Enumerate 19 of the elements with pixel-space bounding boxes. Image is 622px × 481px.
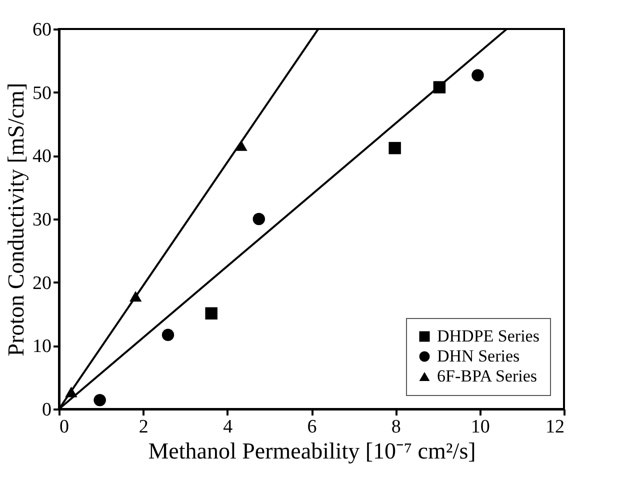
x-tick-label: 8: [391, 416, 401, 438]
x-tick-label: 6: [307, 416, 317, 438]
x-tick-label: 2: [138, 416, 148, 438]
y-tick-label: 20: [32, 272, 52, 294]
y-axis-title: Proton Conductivity [mS/cm]: [4, 82, 28, 356]
y-tick-label: 10: [32, 336, 52, 358]
x-tick-label: 10: [470, 416, 490, 438]
legend-label: 6F-BPA Series: [437, 366, 537, 386]
legend-label: DHN Series: [437, 346, 520, 366]
legend-label: DHDPE Series: [437, 326, 540, 346]
y-tick-label: 60: [32, 20, 52, 40]
y-tick-label: 50: [32, 82, 52, 104]
x-tick-label: 12: [546, 416, 564, 438]
x-axis-title: Methanol Permeability [10⁻⁷ cm²/s]: [148, 438, 476, 464]
y-tick-label: 30: [32, 210, 52, 230]
y-tick-label: 0: [42, 400, 52, 420]
x-tick-label: 4: [223, 416, 234, 438]
y-tick-label: 40: [32, 146, 52, 168]
x-tick-label: 0: [60, 416, 69, 438]
